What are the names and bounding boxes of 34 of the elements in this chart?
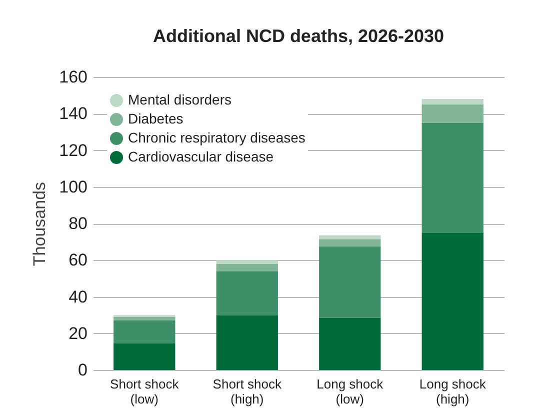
bar xyxy=(319,239,381,246)
bar xyxy=(114,343,176,370)
bar xyxy=(216,260,278,264)
legend-label: Diabetes xyxy=(128,110,184,126)
y-tick-label: 60 xyxy=(68,250,88,270)
legend-label: Chronic respiratory diseases xyxy=(128,130,306,146)
y-tick-label: 100 xyxy=(59,177,88,196)
y-tick-label: 80 xyxy=(68,214,88,233)
legend-label: Cardiovascular disease xyxy=(128,148,274,164)
bar xyxy=(114,316,176,321)
bar xyxy=(114,320,176,344)
y-axis-title: Thousands xyxy=(30,182,50,266)
bar xyxy=(422,98,484,104)
chart-title: Additional NCD deaths, 2026-2030 xyxy=(152,26,444,46)
y-tick-label: 120 xyxy=(59,140,88,160)
y-tick-label: 40 xyxy=(68,287,88,306)
bar xyxy=(422,232,484,370)
bar xyxy=(319,318,381,370)
bar xyxy=(319,235,381,240)
y-tick-label: 140 xyxy=(59,104,88,124)
x-tick-label: Long shock (low) xyxy=(316,376,384,406)
y-tick-label: 20 xyxy=(68,324,88,343)
bar xyxy=(216,264,278,272)
bar xyxy=(319,246,381,318)
bar xyxy=(216,315,278,370)
x-tick-label: Short shock (high) xyxy=(212,376,282,406)
y-tick-label: 0 xyxy=(78,360,88,380)
bar xyxy=(422,104,484,123)
x-tick-label: Long shock (high) xyxy=(419,376,486,406)
y-tick-label: 160 xyxy=(59,68,88,86)
bar xyxy=(422,122,484,233)
x-tick-label: Short shock (low) xyxy=(110,376,180,406)
bar xyxy=(216,271,278,316)
legend-label: Mental disorders xyxy=(128,92,232,108)
